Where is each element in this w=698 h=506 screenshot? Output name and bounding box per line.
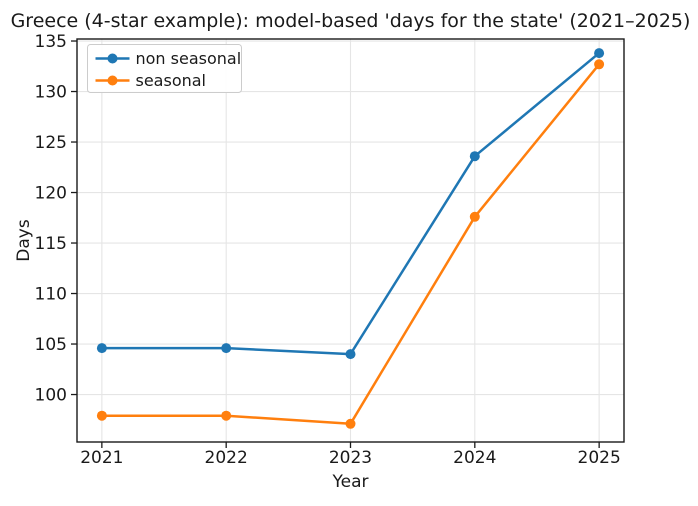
legend-marker bbox=[107, 53, 118, 64]
data-point-marker bbox=[594, 48, 605, 59]
data-point-marker bbox=[96, 343, 107, 354]
data-point-marker bbox=[594, 59, 605, 70]
chart-title: Greece (4-star example): model-based 'da… bbox=[11, 10, 691, 32]
series-layer bbox=[96, 48, 605, 429]
data-point-marker bbox=[96, 410, 107, 421]
plot-border bbox=[76, 38, 625, 443]
axis-layer: 2021 2022 2023 2024 2025 100 105 110 115 120 125 13… bbox=[35, 32, 621, 468]
data-point-marker bbox=[221, 343, 232, 354]
legend-entry-label: non seasonal bbox=[136, 49, 242, 68]
x-axis-label: Year bbox=[332, 472, 369, 492]
legend-marker bbox=[107, 75, 118, 86]
y-tick-label: 100 bbox=[35, 386, 67, 406]
data-point-marker bbox=[345, 418, 356, 429]
x-tick-label: 2023 bbox=[329, 448, 372, 468]
y-axis-label: Days bbox=[14, 219, 34, 262]
y-tick-label: 105 bbox=[35, 335, 67, 355]
y-tick-label: 130 bbox=[35, 83, 67, 103]
y-tick-label: 115 bbox=[35, 234, 67, 254]
x-tick-label: 2025 bbox=[578, 448, 621, 468]
x-tick-label: 2024 bbox=[453, 448, 496, 468]
y-tick-label: 125 bbox=[35, 133, 67, 153]
x-tick-label: 2021 bbox=[80, 448, 123, 468]
data-point-marker bbox=[469, 151, 480, 162]
y-tick-label: 135 bbox=[35, 32, 67, 52]
legend: non seasonal seasonal bbox=[87, 44, 242, 93]
data-point-marker bbox=[221, 410, 232, 421]
data-point-marker bbox=[345, 349, 356, 360]
legend-entry-label: seasonal bbox=[136, 71, 207, 90]
grid-layer bbox=[77, 39, 624, 442]
data-point-marker bbox=[469, 211, 480, 222]
y-tick-label: 110 bbox=[35, 285, 67, 305]
x-tick-label: 2022 bbox=[205, 448, 248, 468]
y-tick-label: 120 bbox=[35, 184, 67, 204]
